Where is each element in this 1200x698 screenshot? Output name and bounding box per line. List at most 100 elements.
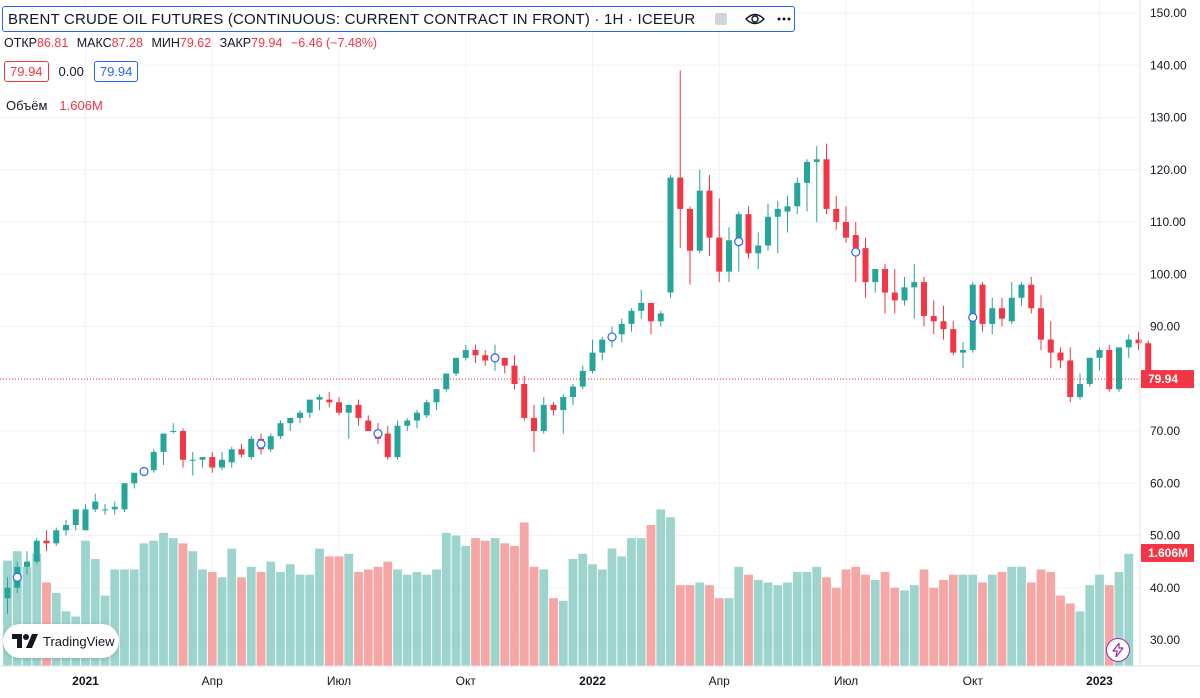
marker-circle-icon[interactable]: [373, 429, 383, 439]
marker-circle-icon[interactable]: [12, 572, 22, 582]
candle[interactable]: [43, 530, 50, 552]
candle[interactable]: [989, 297, 996, 335]
candle[interactable]: [404, 417, 411, 431]
candle[interactable]: [443, 373, 450, 392]
candle[interactable]: [687, 206, 693, 285]
candle[interactable]: [755, 232, 762, 270]
candle[interactable]: [960, 342, 966, 369]
candle[interactable]: [209, 451, 216, 473]
candle[interactable]: [453, 357, 459, 377]
candle[interactable]: [901, 276, 908, 306]
candle[interactable]: [950, 321, 957, 356]
candle[interactable]: [53, 527, 60, 546]
candle[interactable]: [882, 263, 888, 314]
candle[interactable]: [228, 446, 235, 468]
candle[interactable]: [82, 504, 89, 531]
candle[interactable]: [121, 483, 128, 512]
candle[interactable]: [628, 308, 635, 332]
marker-circle-icon[interactable]: [734, 236, 744, 247]
candle[interactable]: [1106, 344, 1113, 392]
candle[interactable]: [911, 263, 918, 319]
candle[interactable]: [189, 451, 196, 476]
candle[interactable]: [1096, 347, 1103, 371]
candle[interactable]: [180, 428, 186, 468]
candle[interactable]: [940, 305, 947, 340]
candle[interactable]: [784, 195, 791, 233]
candle[interactable]: [638, 289, 645, 319]
candle[interactable]: [1077, 373, 1083, 400]
candle[interactable]: [579, 365, 586, 390]
candle[interactable]: [570, 383, 576, 405]
candle[interactable]: [560, 394, 567, 434]
candle[interactable]: [726, 227, 732, 283]
candle[interactable]: [745, 206, 752, 259]
candle[interactable]: [999, 297, 1005, 327]
candle[interactable]: [599, 336, 606, 361]
candle[interactable]: [648, 302, 654, 335]
candle[interactable]: [696, 169, 703, 254]
candle[interactable]: [667, 174, 674, 298]
marker-circle-icon[interactable]: [139, 466, 149, 477]
candle[interactable]: [891, 269, 898, 314]
candle[interactable]: [33, 538, 40, 565]
candle[interactable]: [550, 402, 557, 416]
candle[interactable]: [24, 551, 30, 575]
candle[interactable]: [345, 404, 352, 439]
candle[interactable]: [199, 457, 206, 468]
marker-circle-icon[interactable]: [607, 332, 617, 342]
candle[interactable]: [716, 198, 723, 283]
candle[interactable]: [1047, 321, 1054, 369]
candle[interactable]: [833, 195, 840, 230]
candle[interactable]: [1038, 295, 1044, 351]
candle[interactable]: [102, 504, 108, 515]
candle[interactable]: [72, 509, 79, 531]
candle[interactable]: [287, 417, 294, 431]
candle[interactable]: [1028, 276, 1035, 314]
more-icon[interactable]: [776, 11, 792, 27]
candle[interactable]: [823, 143, 830, 215]
candle[interactable]: [423, 399, 430, 418]
candle[interactable]: [1125, 334, 1132, 358]
candle[interactable]: [872, 269, 879, 293]
candle[interactable]: [414, 410, 420, 429]
candle[interactable]: [1086, 357, 1093, 387]
candle[interactable]: [618, 318, 625, 343]
candle[interactable]: [657, 310, 664, 327]
candle[interactable]: [355, 399, 362, 426]
candle[interactable]: [63, 519, 69, 536]
candle[interactable]: [1135, 331, 1142, 351]
candle[interactable]: [306, 399, 313, 418]
candle[interactable]: [979, 282, 986, 332]
symbol-title-box[interactable]: BRENT CRUDE OIL FUTURES (CONTINUOUS: CUR…: [2, 6, 795, 32]
bolt-button[interactable]: [1106, 638, 1130, 662]
candle[interactable]: [277, 420, 284, 439]
marker-circle-icon[interactable]: [851, 247, 861, 257]
candle[interactable]: [92, 493, 99, 512]
candle[interactable]: [472, 344, 479, 364]
tradingview-logo[interactable]: TradingView: [3, 624, 119, 658]
candle[interactable]: [813, 146, 820, 222]
candle[interactable]: [1057, 347, 1064, 369]
candle[interactable]: [160, 433, 167, 465]
candle[interactable]: [462, 344, 469, 361]
candle[interactable]: [765, 203, 771, 251]
candle[interactable]: [482, 350, 489, 366]
candle[interactable]: [930, 300, 937, 335]
buy-price-button[interactable]: 79.94: [93, 61, 139, 82]
candle[interactable]: [862, 237, 869, 298]
candle[interactable]: [1018, 282, 1025, 306]
candle[interactable]: [589, 339, 596, 374]
candle[interactable]: [219, 451, 225, 471]
candle[interactable]: [774, 201, 781, 254]
candle[interactable]: [521, 376, 528, 421]
eye-icon[interactable]: [745, 11, 765, 27]
candle[interactable]: [111, 501, 118, 515]
candle[interactable]: [248, 436, 255, 460]
marker-circle-icon[interactable]: [968, 312, 978, 322]
candle[interactable]: [326, 391, 333, 408]
candle[interactable]: [794, 177, 801, 215]
candle[interactable]: [131, 472, 138, 489]
marker-circle-icon[interactable]: [256, 439, 266, 449]
candle[interactable]: [384, 425, 391, 460]
